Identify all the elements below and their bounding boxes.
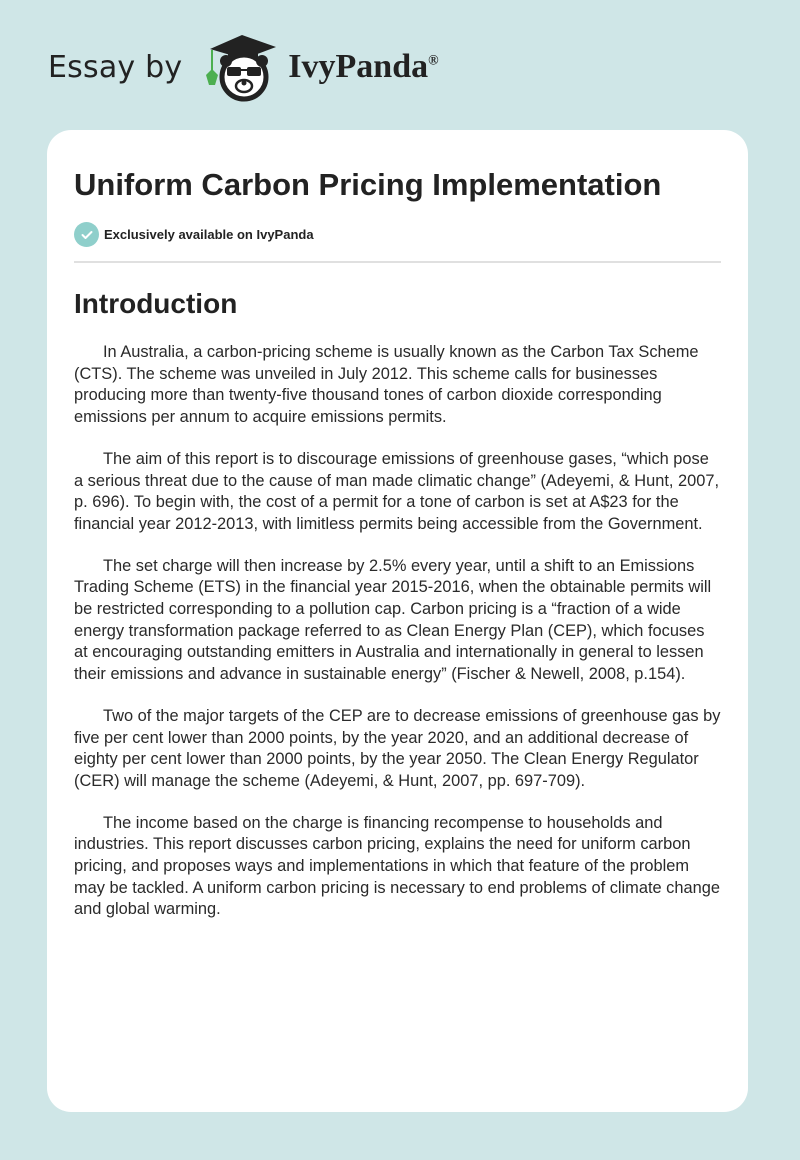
- site-header: Essay by IvyPanda®: [48, 32, 439, 102]
- paragraph: Two of the major targets of the CEP are …: [74, 706, 721, 790]
- divider: [74, 261, 721, 263]
- article-card: Uniform Carbon Pricing Implementation Ex…: [47, 130, 748, 1112]
- exclusive-badge-text: Exclusively available on IvyPanda: [104, 227, 314, 242]
- brand-name: IvyPanda®: [288, 48, 438, 86]
- section-heading: Introduction: [74, 288, 238, 319]
- registered-mark: ®: [428, 53, 439, 69]
- ivypanda-logo-icon[interactable]: [200, 31, 286, 103]
- paragraph: The aim of this report is to discourage …: [74, 449, 720, 533]
- brand-text: IvyPanda: [288, 48, 429, 85]
- essay-by-label: Essay by: [48, 49, 183, 85]
- page-title: Uniform Carbon Pricing Implementation: [74, 167, 662, 202]
- paragraph: The income based on the charge is financ…: [74, 813, 720, 919]
- paragraph: In Australia, a carbon-pricing scheme is…: [74, 343, 699, 427]
- check-icon: [74, 222, 99, 247]
- exclusive-badge: Exclusively available on IvyPanda: [74, 222, 721, 247]
- paragraph: The set charge will then increase by 2.5…: [74, 556, 712, 684]
